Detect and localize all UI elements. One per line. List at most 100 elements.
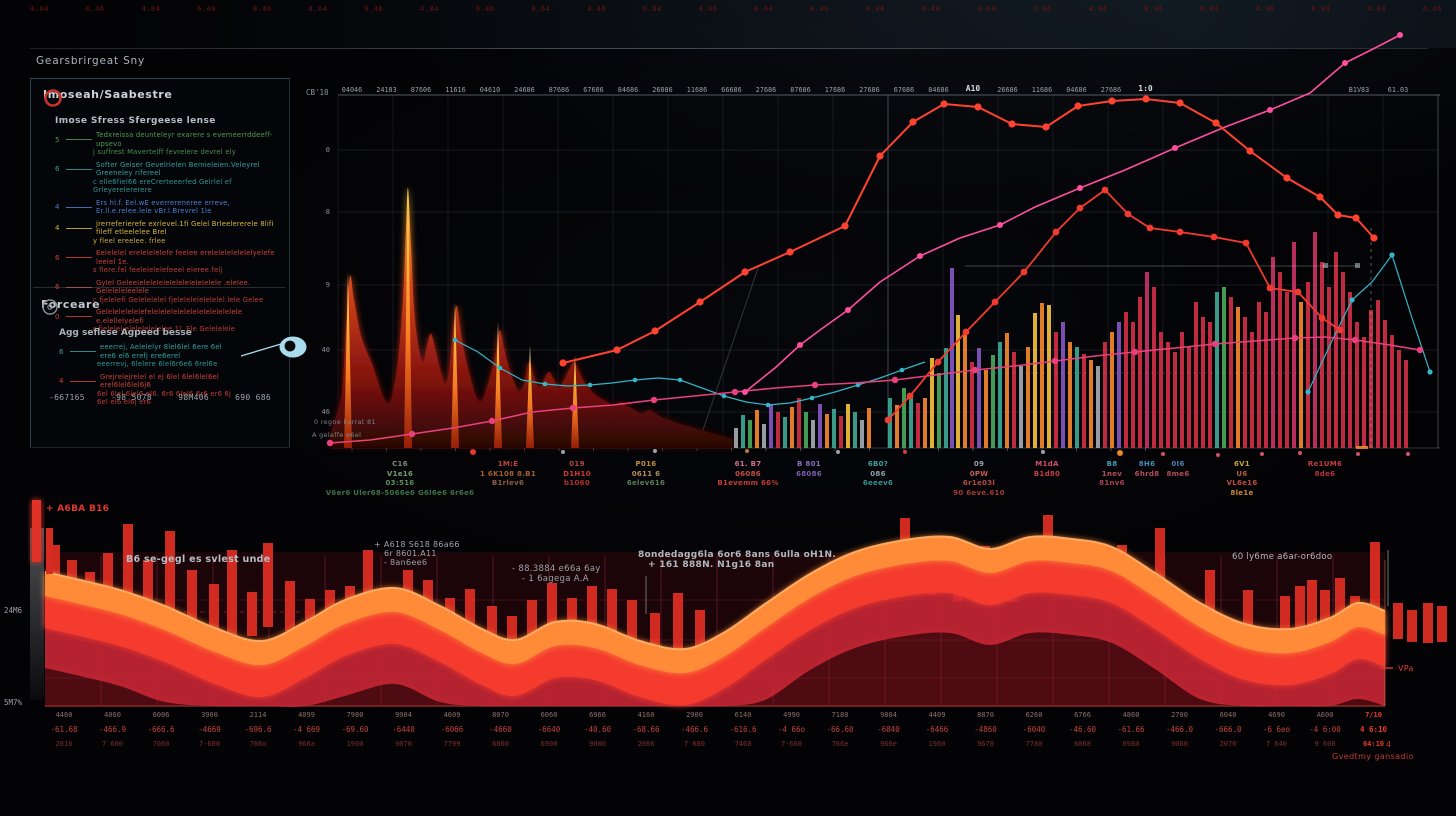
- main-top-tick: 04686: [1066, 86, 1087, 94]
- axis-cell: 3900: [201, 711, 218, 719]
- main-top-tick: 87606: [410, 86, 432, 94]
- main-top-tick: 27686: [1100, 86, 1122, 94]
- stat-value: 690 686: [235, 393, 271, 402]
- top-tick: 6.46: [921, 5, 941, 13]
- axis-cell: 7460: [734, 740, 752, 748]
- top-tick: 4.64: [30, 5, 49, 13]
- annotation-line: B6 se-gegl es svlest unde: [126, 554, 271, 565]
- axis-cell: 4690: [1268, 711, 1285, 719]
- top-tick: 6.64: [1200, 5, 1219, 13]
- main-top-tick: 67686: [893, 86, 915, 94]
- axis-cell: -6466: [925, 725, 949, 734]
- axis-cell: -696.6: [244, 725, 272, 734]
- label: 4 Ers hl.f. Eel.wE everrereneree erreve, …: [55, 199, 279, 216]
- top-gradient-band: [0, 0, 1456, 48]
- x-group-line: 086: [870, 469, 886, 478]
- bottom-axis-column: 2900 -466.6 7 680: [681, 708, 708, 752]
- x-axis-label-group: 8H6 6hrd8: [1135, 460, 1160, 479]
- legend-index: 0: [55, 312, 60, 321]
- axis-cell: -6 6eo: [1262, 725, 1291, 734]
- x-group-line: 1nev: [1101, 469, 1123, 478]
- bottom-axis-column: 6006 -666.6 7060: [147, 708, 174, 752]
- eye-toggle-icon[interactable]: [239, 331, 313, 365]
- legend-index: 4: [55, 224, 60, 232]
- legend-index: 6: [55, 253, 60, 262]
- legend-item[interactable]: 6 Gylel Geleelelelelelelelelelelelelele .…: [55, 279, 279, 305]
- legend-item[interactable]: 4 Ers hl.f. Eel.wE everrereneree erreve, …: [55, 199, 279, 216]
- bottom-axis-column: 4099 -4 669 966a: [293, 708, 320, 752]
- legend-label-line2: c fjelelefi Gelelelelel fjelelelelelelel…: [93, 295, 264, 304]
- bottom-axis-column: 4409 -6466 1960: [926, 708, 949, 752]
- x-group-line: 06086: [735, 469, 761, 478]
- main-top-tick: 11686: [686, 86, 708, 94]
- axis-cell: 9070: [395, 740, 412, 748]
- top-tick: 8.46: [810, 5, 829, 13]
- axis-cell: -4660: [489, 725, 512, 734]
- bottom-y-label: 5M7%: [4, 698, 23, 707]
- axis-cell: 9060: [1171, 740, 1188, 748]
- multicolor-bar-series: [734, 232, 1408, 448]
- bottom-axis-column: 7980 -69.60 1900: [341, 708, 368, 752]
- annotation-line: - 88.3884 e66a 6ay: [512, 564, 601, 574]
- stat-value: 98M406: [178, 393, 209, 402]
- main-top-tick: 87686: [548, 86, 570, 94]
- axis-cell: 4060: [104, 711, 121, 719]
- axis-cell: 6006: [152, 711, 170, 719]
- legend-swatch-line: [66, 286, 92, 288]
- axis-cell: 1900: [346, 740, 364, 748]
- legend-item[interactable]: 0 Gelelelelelelefelelelelelelelelelelelel…: [55, 308, 279, 334]
- legend-item[interactable]: 5 Tedxreissa deunteleyr exarere s evemeer…: [55, 131, 279, 157]
- forecast-legend-list: 6 eeerrej, Aelelelyr 8lel6lel 6ere 6el er…: [59, 343, 239, 411]
- axis-cell: 6260: [1025, 711, 1043, 719]
- axis-cell: -6066: [440, 725, 464, 734]
- line-pink-steep: [742, 32, 1403, 395]
- flows-section-subtitle: Imose Sfress Sfergeese lense: [55, 116, 216, 126]
- legend-swatch-line: [66, 139, 92, 140]
- x-axis-label-group: Re1UM6 8de6: [1308, 460, 1342, 479]
- x-group-line: b1060: [564, 479, 590, 487]
- main-top-tick: 11686: [1031, 86, 1053, 94]
- flows-legend-list: 5 Tedxreissa deunteleyr exarere s evemeer…: [55, 131, 279, 338]
- legend-item[interactable]: 6 Eelelelel erelelelelefe feelee erelelel…: [55, 249, 279, 275]
- legend-item[interactable]: 6 Softer Geiser Gevelrielen Bemieleien.Ve…: [55, 161, 279, 195]
- legend-swatch-line: [66, 257, 92, 258]
- top-tick: 6.64: [754, 5, 774, 13]
- bottom-axis-column: A600 -4 6:00 9 600: [1309, 708, 1341, 752]
- x-group-line: 6V1: [1233, 460, 1251, 468]
- bottom-axis-column: 6040 -666.0 2076: [1214, 708, 1241, 752]
- axis-cell: 4990: [783, 711, 800, 719]
- x-group-line: 8me6: [1166, 469, 1190, 478]
- bottom-axis-column: 8070 -4660 6060: [489, 708, 512, 752]
- main-top-tick: A10: [965, 84, 981, 93]
- x-axis-label-group: B8 1nev 81nv6: [1099, 460, 1125, 489]
- main-y-tick: 40: [321, 346, 330, 354]
- axis-cell: 7 640: [1265, 740, 1288, 748]
- main-top-tick: 61.03: [1387, 86, 1409, 94]
- axis-cell: -61.68: [50, 725, 78, 734]
- x-group-line: P016: [635, 460, 657, 468]
- axis-cell: 7780: [1025, 740, 1043, 748]
- main-top-tick: 27686: [859, 86, 880, 94]
- legend-label: Grejrelejrelel el ej 6lel 6lel6lel6el er…: [100, 372, 219, 390]
- x-group-line: 0611 6: [631, 469, 661, 478]
- x-group-line: 09: [973, 460, 985, 468]
- top-tick: 6.46: [85, 5, 105, 13]
- main-top-tick: 17686: [824, 86, 846, 94]
- main-top-tick: 66686: [721, 86, 742, 94]
- label: 0 Gelelelelelelefelelelelelelelelelelelel…: [55, 308, 279, 325]
- x-group-line: 61. B7: [734, 460, 762, 468]
- legend-item[interactable]: 4 jrerreferierefe exrlevel.1fi Gelel Brle…: [55, 220, 279, 246]
- axis-cell: 2900: [686, 711, 703, 719]
- bottom-axis-column: 6766 -46.60 6068: [1069, 708, 1096, 752]
- legend-item[interactable]: 4 Grejrelejrelel el ej 6lel 6lel6lel6el e…: [59, 373, 239, 407]
- axis-cell: 1960: [928, 740, 946, 748]
- axis-cell: -6840: [877, 725, 900, 734]
- axis-cell: -66.60: [826, 725, 854, 734]
- header-divider: [30, 48, 1428, 49]
- axis-cell: 966e: [880, 740, 897, 748]
- legend-index: 4: [59, 377, 64, 385]
- main-y-tick: 9: [325, 281, 330, 289]
- legend-item[interactable]: 6 eeerrej, Aelelelyr 8lel6lel 6ere 6el er…: [59, 343, 239, 369]
- bottom-annotation: + A618 S618 86a66 6r 8601.A11- 8an6ee6: [374, 540, 460, 567]
- legend-index: 6: [55, 283, 60, 291]
